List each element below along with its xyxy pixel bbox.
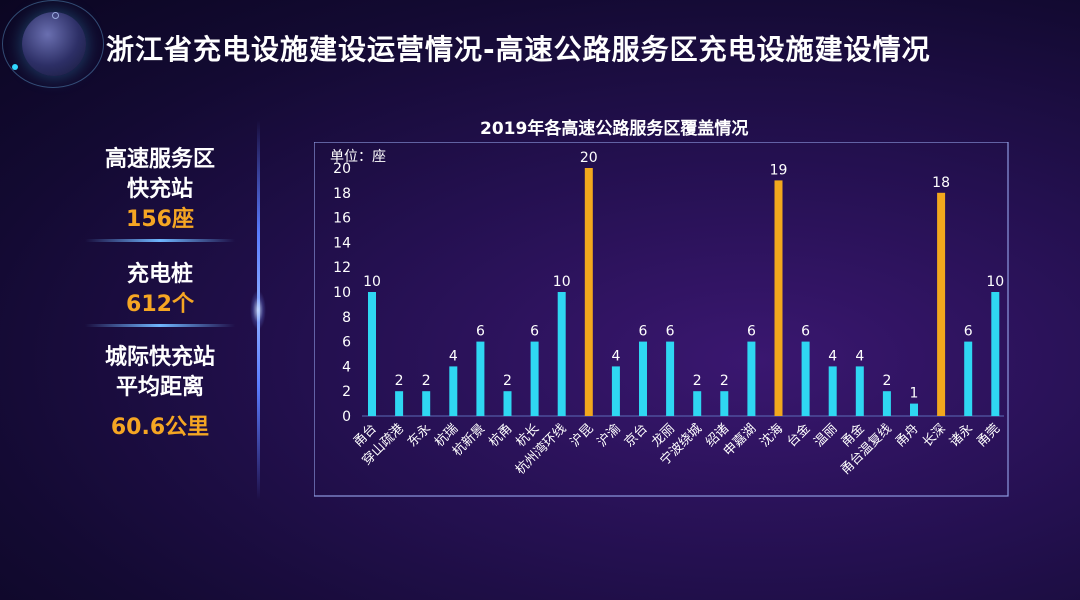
bar-甬莞 (991, 292, 1000, 416)
x-tick-label: 沈海 (757, 421, 786, 450)
x-tick-label: 杭州湾环线 (512, 421, 569, 478)
x-tick-label: 沪渝 (594, 421, 624, 451)
stat-label: 充电桩 (126, 262, 193, 287)
stat-value: 156座 (126, 207, 194, 232)
glow-divider (85, 324, 235, 327)
bar-绍诸 (720, 391, 729, 416)
data-label: 10 (363, 274, 381, 290)
data-label: 20 (580, 150, 598, 166)
bar-长深 (937, 192, 946, 416)
data-label: 6 (964, 324, 973, 340)
bar-杭瑞 (449, 366, 458, 416)
y-tick-label: 6 (342, 335, 351, 351)
page-title: 浙江省充电设施建设运营情况-高速公路服务区充电设施建设情况 (106, 33, 931, 66)
x-tick-label: 杭甬 (486, 421, 515, 450)
bar-申嘉湖 (747, 341, 756, 416)
bar-沪昆 (584, 168, 593, 416)
y-tick-label: 8 (342, 310, 351, 326)
data-label: 6 (639, 324, 648, 340)
data-label: 2 (693, 373, 702, 389)
bar-沪渝 (611, 366, 620, 416)
data-label: 2 (503, 373, 512, 389)
x-tick-label: 温丽 (812, 421, 841, 450)
data-label: 2 (882, 373, 891, 389)
bar-东永 (422, 391, 431, 416)
bar-龙丽 (666, 341, 675, 416)
x-tick-label: 沪昆 (567, 421, 597, 451)
stat-label: 平均距离 (115, 375, 204, 400)
data-label: 19 (770, 162, 788, 178)
data-label: 4 (855, 348, 864, 364)
data-label: 2 (720, 373, 729, 389)
x-tick-label: 甬台温复线 (838, 421, 895, 478)
data-label: 6 (530, 324, 539, 340)
bar-诸永 (964, 341, 973, 416)
bar-京台 (639, 341, 647, 416)
stat-block-distance: 城际快充站 平均距离 60.6公里 (60, 343, 260, 443)
bar-杭新景 (476, 341, 485, 416)
bar-穿山疏港 (395, 391, 404, 416)
bar-杭长 (530, 341, 539, 416)
data-label: 6 (747, 324, 756, 340)
stat-label: 高速服务区 (104, 147, 215, 172)
decorative-ring (2, 0, 104, 88)
x-tick-label: 京台 (622, 421, 651, 450)
stat-label: 快充站 (126, 177, 193, 202)
data-label: 4 (449, 348, 458, 364)
data-label: 10 (986, 274, 1004, 290)
decorative-orb (22, 12, 86, 76)
bar-沈海 (774, 180, 783, 416)
stat-label: 城际快充站 (104, 345, 215, 370)
bar-宁波绕城 (693, 391, 702, 416)
bar-甬台 (368, 292, 376, 416)
y-tick-label: 12 (333, 260, 351, 276)
y-tick-label: 4 (342, 359, 351, 375)
data-label: 2 (395, 373, 404, 389)
x-tick-label: 长深 (920, 421, 949, 450)
data-label: 4 (611, 348, 620, 364)
decorative-dot (12, 64, 18, 70)
x-tick-label: 台金 (784, 421, 814, 451)
bar-杭州湾环线 (557, 292, 566, 416)
chart-frame (314, 142, 1009, 497)
y-tick-label: 10 (333, 285, 351, 301)
data-label: 2 (422, 373, 431, 389)
y-tick-label: 2 (342, 384, 351, 400)
data-label: 18 (932, 175, 950, 191)
bar-甬舟 (910, 403, 918, 416)
glow-spark (250, 290, 266, 330)
data-label: 6 (666, 324, 675, 340)
bar-温丽 (828, 366, 837, 416)
data-label: 4 (828, 348, 837, 364)
data-label: 10 (553, 274, 571, 290)
y-tick-label: 18 (333, 186, 351, 202)
y-tick-label: 16 (333, 211, 351, 227)
y-tick-label: 14 (333, 235, 351, 251)
stat-block-service-area: 高速服务区 快充站 156座 (60, 145, 260, 242)
bar-甬台温复线 (882, 391, 891, 416)
stat-block-charging-piles: 充电桩 612个 (60, 260, 260, 327)
data-label: 6 (476, 324, 485, 340)
data-label: 6 (801, 324, 810, 340)
bar-台金 (801, 341, 810, 416)
stat-value: 612个 (126, 292, 194, 317)
x-tick-label: 东永 (405, 421, 434, 450)
x-tick-label: 诸永 (947, 421, 976, 450)
bar-杭甬 (503, 391, 512, 416)
bar-甬金 (855, 366, 864, 416)
y-tick-label: 0 (342, 409, 351, 425)
chart-title: 2019年各高速公路服务区覆盖情况 (480, 119, 749, 139)
decorative-dot (52, 12, 59, 19)
stats-panel: 高速服务区 快充站 156座 充电桩 612个 城际快充站 平均距离 60.6公… (60, 145, 260, 443)
x-tick-label: 甬舟 (893, 421, 922, 450)
x-tick-label: 甬莞 (974, 421, 1003, 450)
stat-value: 60.6公里 (110, 415, 210, 440)
unit-label: 单位：座 (330, 149, 386, 165)
glow-divider (85, 239, 235, 242)
data-label: 1 (910, 386, 919, 402)
y-tick-label: 20 (333, 161, 351, 177)
